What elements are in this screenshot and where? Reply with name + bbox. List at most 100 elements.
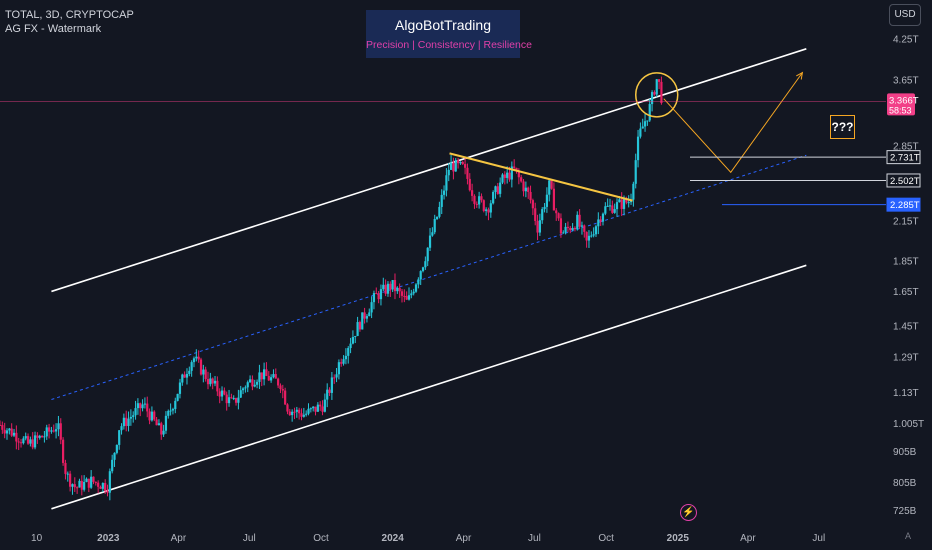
candle-body bbox=[139, 403, 142, 409]
candle-body bbox=[573, 227, 577, 230]
candle-body bbox=[253, 384, 256, 387]
candle-body bbox=[587, 235, 591, 241]
candle-body bbox=[295, 409, 298, 412]
auto-scale-button[interactable]: A bbox=[905, 531, 912, 541]
candle-body bbox=[69, 473, 72, 487]
candle-body bbox=[120, 426, 123, 431]
candle bbox=[12, 428, 16, 438]
candle bbox=[585, 231, 588, 248]
candle bbox=[578, 209, 581, 229]
candle bbox=[513, 159, 516, 170]
candle bbox=[538, 213, 541, 236]
candle-body bbox=[344, 355, 348, 360]
channel-lower-line bbox=[51, 264, 807, 510]
x-tick-label: 10 bbox=[31, 533, 43, 544]
candle-body bbox=[288, 411, 291, 416]
candle bbox=[356, 316, 359, 337]
candle-body bbox=[281, 389, 284, 391]
candle bbox=[164, 411, 168, 434]
candle-body bbox=[564, 226, 567, 233]
candle bbox=[403, 289, 406, 303]
candle-body bbox=[333, 377, 336, 379]
candle bbox=[33, 431, 37, 450]
candle-body bbox=[237, 397, 240, 403]
candle-body bbox=[85, 478, 88, 482]
candle bbox=[382, 277, 385, 291]
candle-body bbox=[99, 486, 102, 489]
candle bbox=[52, 424, 55, 433]
candle-body bbox=[419, 271, 422, 280]
candle bbox=[225, 391, 228, 411]
candle-body bbox=[195, 356, 198, 359]
candle bbox=[660, 76, 663, 105]
candle-body bbox=[258, 372, 261, 382]
candle bbox=[111, 454, 114, 474]
candle bbox=[143, 397, 147, 409]
candle-body bbox=[127, 418, 130, 426]
candle bbox=[204, 366, 207, 382]
candle-body bbox=[386, 283, 390, 294]
candle bbox=[57, 415, 60, 437]
candle bbox=[248, 375, 252, 383]
candle-body bbox=[125, 417, 128, 426]
candle bbox=[319, 401, 322, 411]
candle-body bbox=[323, 399, 326, 412]
candle-body bbox=[372, 293, 376, 303]
indicator-title[interactable]: AG FX - Watermark bbox=[5, 23, 102, 35]
currency-button[interactable]: USD bbox=[889, 4, 921, 26]
lightning-icon[interactable]: ⚡ bbox=[680, 504, 697, 521]
candle bbox=[232, 395, 235, 401]
candle-body bbox=[71, 484, 74, 487]
level-tag bbox=[886, 173, 921, 188]
candle bbox=[393, 273, 397, 300]
candle bbox=[564, 222, 567, 235]
candle bbox=[125, 410, 128, 432]
candle-body bbox=[52, 430, 55, 432]
level-tag bbox=[886, 197, 921, 212]
candle-body bbox=[340, 362, 343, 364]
candle bbox=[520, 174, 523, 183]
candle-body bbox=[76, 487, 79, 489]
candle-body bbox=[293, 411, 296, 413]
candle bbox=[244, 385, 247, 393]
candle-body bbox=[594, 226, 598, 235]
candle bbox=[104, 479, 107, 494]
candle-body bbox=[181, 374, 184, 383]
candle-body bbox=[141, 404, 144, 409]
candle bbox=[489, 200, 492, 218]
candle bbox=[480, 193, 483, 203]
candle bbox=[391, 280, 394, 293]
candle bbox=[414, 283, 418, 293]
candle bbox=[5, 428, 9, 440]
candle bbox=[599, 216, 602, 226]
candle-body bbox=[17, 441, 20, 443]
candle-body bbox=[321, 406, 324, 412]
candle bbox=[181, 373, 184, 386]
candle bbox=[83, 475, 86, 492]
question-annotation[interactable]: ??? bbox=[830, 115, 855, 139]
candle bbox=[267, 371, 270, 381]
candle-body bbox=[3, 429, 6, 434]
candle bbox=[136, 398, 139, 415]
candle-body bbox=[0, 424, 2, 426]
candle-body bbox=[248, 379, 252, 383]
x-tick-label: Apr bbox=[456, 533, 472, 544]
candle-body bbox=[328, 389, 331, 393]
candle-body bbox=[106, 490, 109, 493]
symbol-title[interactable]: TOTAL, 3D, CRYPTOCAP bbox=[5, 9, 134, 21]
candle-body bbox=[580, 225, 584, 227]
candle-body bbox=[636, 136, 640, 161]
candle-body bbox=[520, 177, 523, 182]
candle-body bbox=[263, 369, 266, 380]
candle-body bbox=[286, 404, 289, 412]
candle bbox=[351, 330, 355, 345]
candle bbox=[461, 160, 464, 166]
candle-body bbox=[606, 205, 609, 207]
candle bbox=[26, 433, 30, 445]
candle bbox=[160, 421, 163, 440]
candle bbox=[438, 201, 441, 219]
candle bbox=[634, 153, 637, 189]
candle-body bbox=[162, 430, 165, 435]
candle-body bbox=[188, 370, 191, 374]
